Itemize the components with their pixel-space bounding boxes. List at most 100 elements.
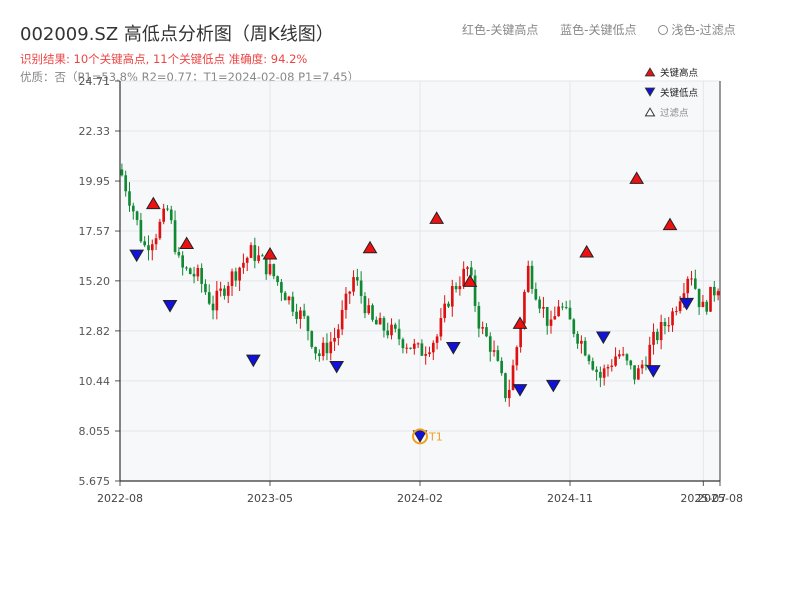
candle (386, 322, 390, 339)
key-low-marker (679, 297, 695, 311)
candle-body (173, 220, 177, 252)
candle (154, 233, 158, 251)
candle (412, 338, 416, 355)
candle (401, 337, 405, 354)
candle-body (450, 286, 454, 307)
candle (280, 278, 283, 302)
candle-body (583, 340, 587, 356)
candle (356, 268, 359, 286)
candle-body (697, 288, 701, 308)
candle (663, 317, 667, 335)
candle-body (580, 340, 583, 344)
candle (375, 316, 378, 325)
candle (261, 253, 264, 257)
candle-body (606, 366, 610, 369)
candle-body (538, 299, 541, 309)
candle (420, 339, 424, 357)
candle-body (276, 276, 279, 283)
candle-body (496, 350, 500, 361)
x-tick-label: 2024-02 (397, 492, 443, 505)
candle-body (245, 257, 249, 263)
candle-body (690, 278, 693, 280)
candle (302, 303, 306, 320)
y-tick-label: 19.95 (79, 175, 111, 188)
candle-body (291, 296, 295, 312)
candle (397, 319, 401, 346)
candle-body (530, 265, 534, 289)
candle-body (321, 342, 325, 357)
candle (287, 295, 291, 305)
candle (143, 236, 147, 248)
candle (431, 340, 435, 361)
candle-body (549, 319, 553, 326)
candle (545, 306, 549, 335)
candle (454, 282, 458, 293)
candle (591, 357, 595, 371)
candle-body (420, 343, 424, 356)
candle-body (610, 365, 614, 367)
candle-body (439, 318, 443, 337)
candle-body (405, 347, 409, 349)
candle-body (519, 323, 522, 348)
y-tick-label: 8.055 (79, 425, 111, 438)
candle-body (526, 265, 530, 292)
candle (656, 328, 659, 345)
candle-body (147, 245, 150, 251)
candle-body (261, 255, 264, 257)
candle-body (131, 205, 135, 212)
candle-body (188, 268, 192, 274)
candle-body (515, 347, 519, 366)
candle-body (299, 310, 302, 319)
candle (709, 286, 712, 312)
candle (272, 263, 276, 280)
candle (337, 324, 340, 346)
candle (659, 314, 663, 350)
candle-body (462, 268, 465, 287)
candle (523, 289, 526, 330)
candle (329, 332, 333, 361)
candle (295, 303, 298, 324)
candle (416, 342, 420, 348)
candle-body (595, 369, 598, 372)
candle (169, 205, 173, 224)
candle-body (135, 211, 139, 221)
candle-body (223, 288, 226, 296)
candle (147, 235, 150, 261)
candle-body (466, 267, 469, 269)
candle (253, 237, 257, 269)
candle (439, 308, 443, 341)
candle (371, 303, 374, 322)
candle-body (686, 278, 690, 294)
candle (219, 281, 222, 297)
candle (238, 266, 241, 291)
candle-body (257, 255, 260, 261)
candle (223, 285, 226, 300)
candle (264, 255, 268, 280)
candle (625, 353, 629, 366)
candle (173, 210, 177, 255)
candle-body (162, 208, 165, 222)
candle (599, 366, 602, 388)
candle (701, 294, 705, 308)
candle-body (587, 355, 591, 362)
candle (595, 366, 598, 381)
x-tick-label: 2025-07 (680, 492, 726, 505)
candle-body (614, 356, 617, 366)
candle-body (675, 311, 678, 313)
candle-body (481, 327, 484, 329)
candle (299, 306, 302, 329)
candle-body (443, 303, 447, 319)
candle-body (166, 208, 169, 210)
candle (602, 364, 606, 386)
candle (428, 346, 431, 357)
candle-body (302, 310, 306, 317)
key-low-marker (595, 331, 611, 345)
key-high-marker (262, 247, 278, 260)
legend-entry-label: 过滤点 (660, 107, 689, 119)
candle (234, 267, 238, 287)
candle (340, 300, 344, 336)
candle-body (633, 365, 636, 380)
candle-body (712, 286, 716, 296)
candle-body (359, 280, 363, 297)
candle (481, 321, 484, 335)
